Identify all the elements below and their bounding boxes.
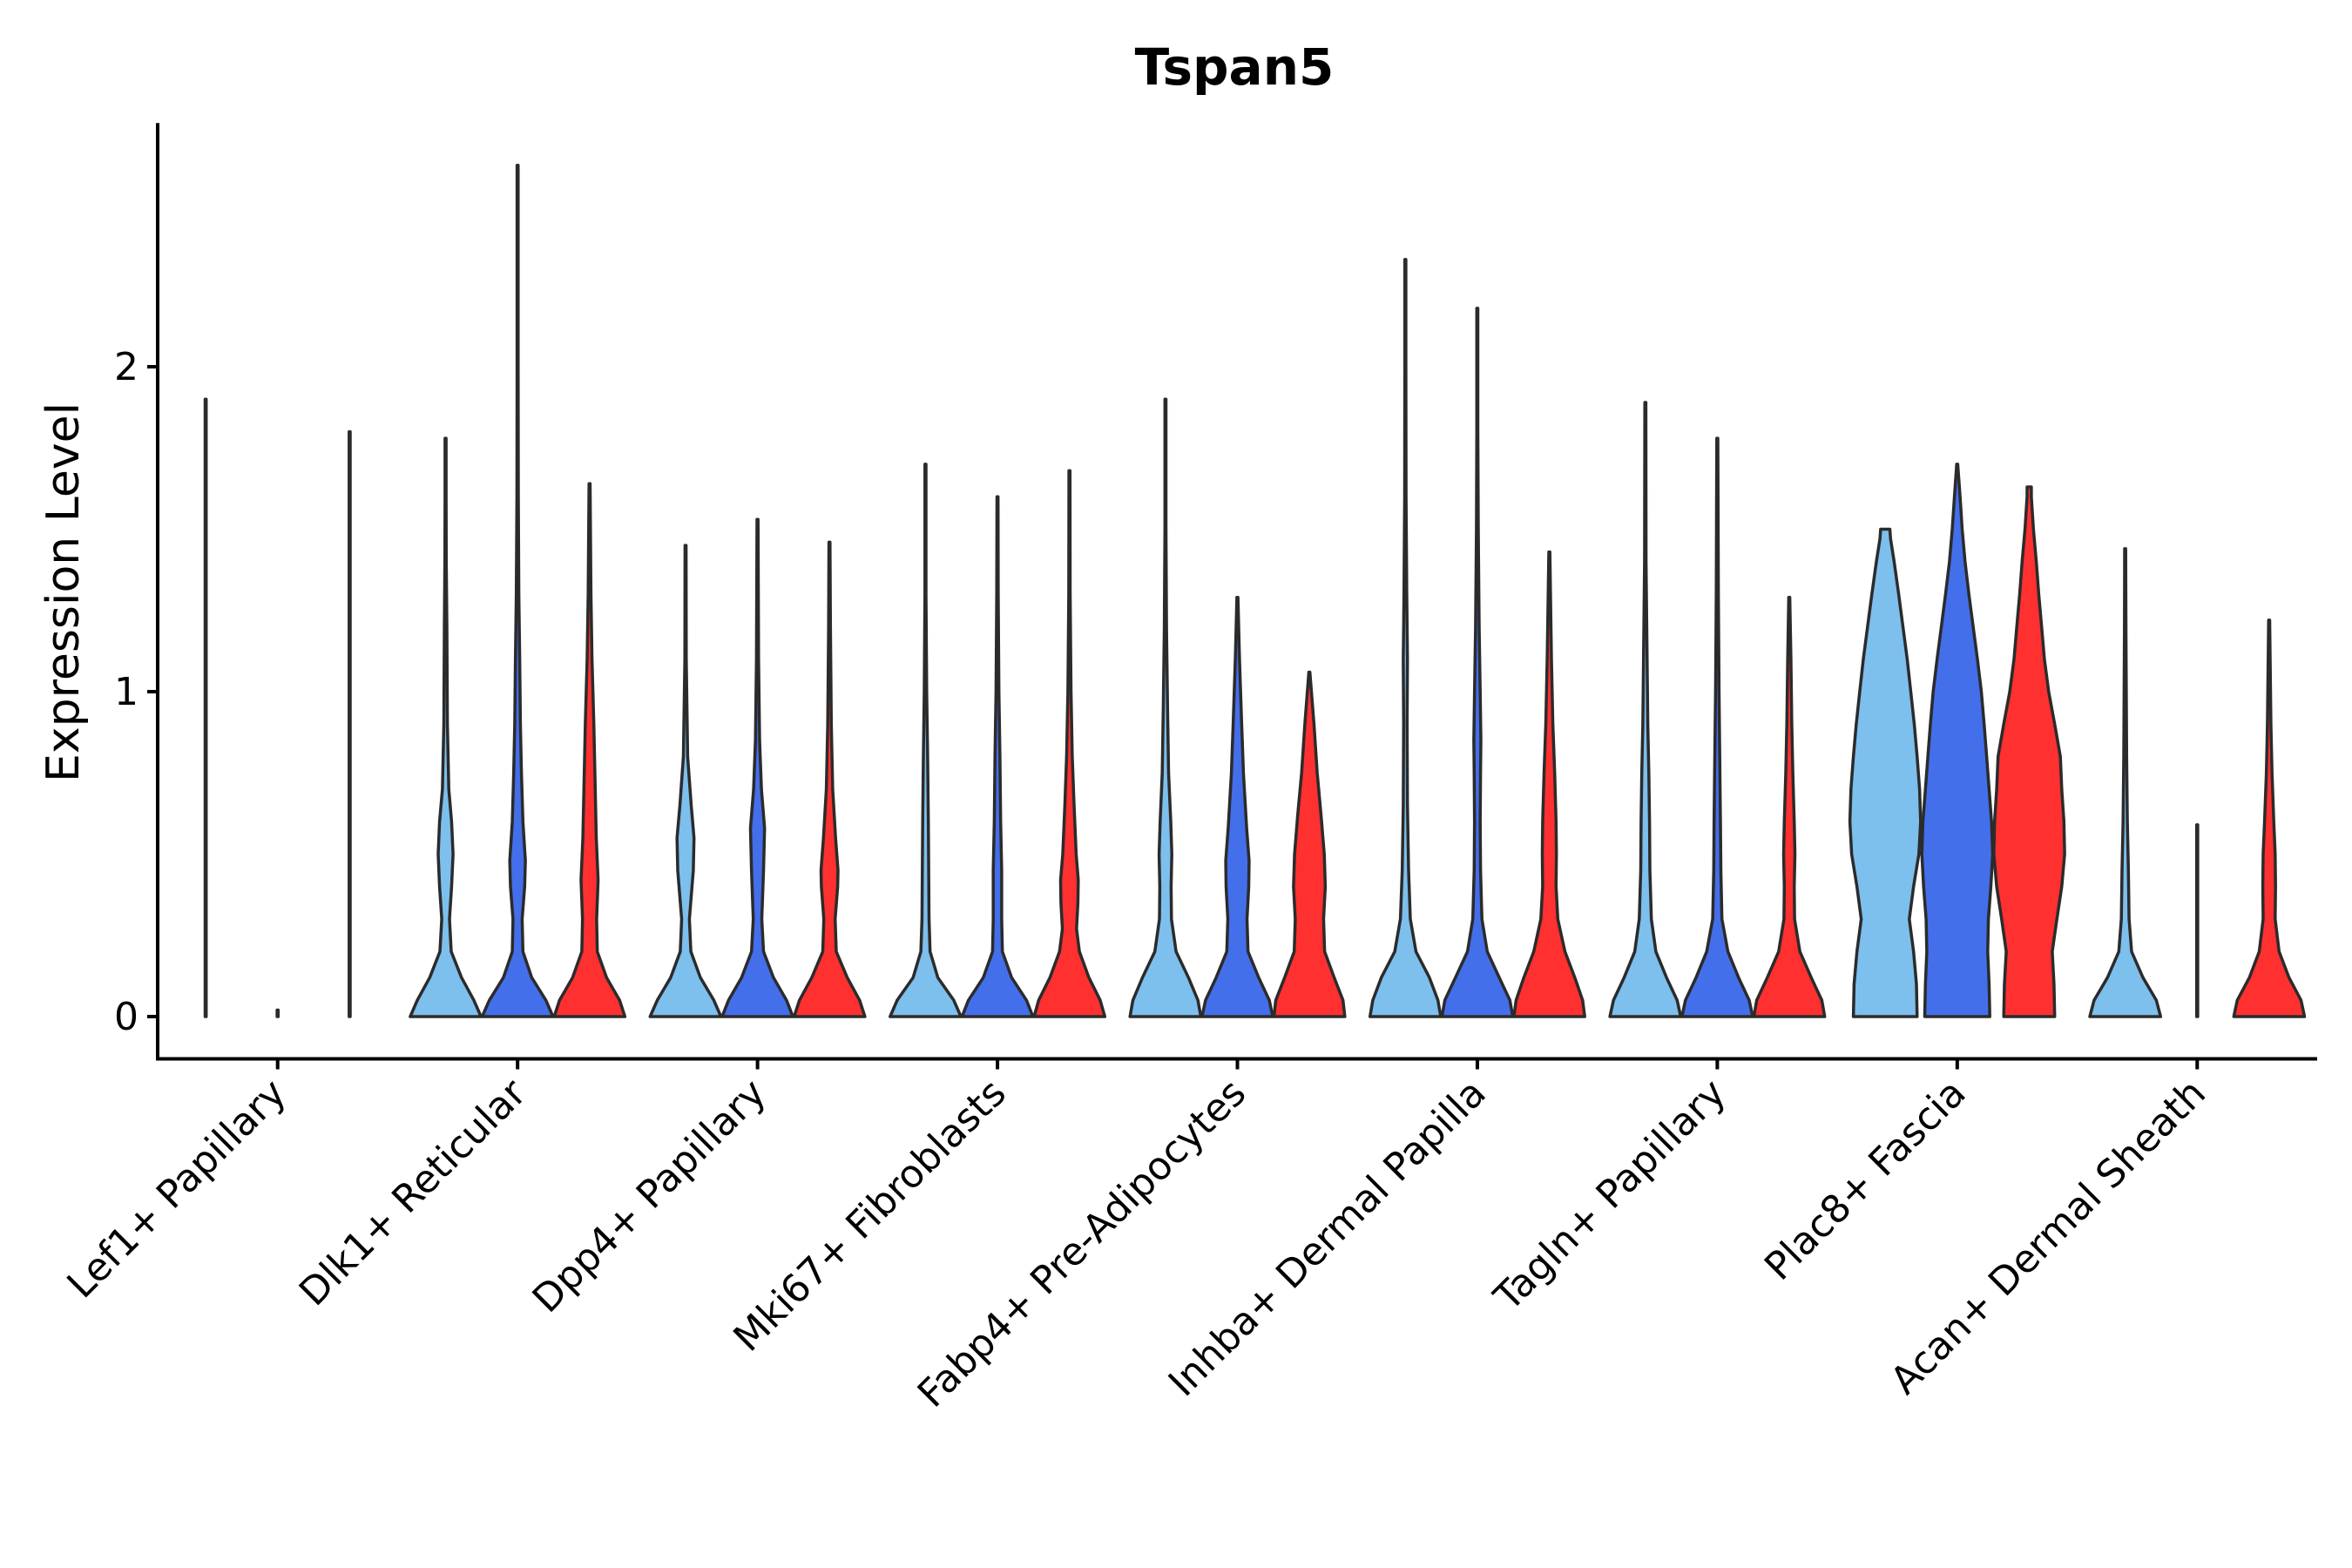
violin-dlk1-reticular-condition-2: [480, 163, 555, 1018]
violin-dlk1-reticular-condition-1: [409, 436, 483, 1018]
violin-inhba-dermal-papilla-condition-3: [1512, 550, 1586, 1018]
violin-lef1-papillary-condition-3: [348, 429, 352, 1018]
violin-mki67-fibroblasts-condition-2: [960, 495, 1035, 1018]
violin-fabp4-pre-adipocytes-condition-2: [1200, 596, 1274, 1018]
violin-mki67-fibroblasts-condition-1: [889, 463, 963, 1018]
violin-inhba-dermal-papilla-condition-2: [1440, 307, 1515, 1018]
violin-acan-dermal-sheath-condition-3: [2232, 618, 2307, 1018]
y-axis: 0 1 2: [114, 123, 159, 1061]
violin-plac8-fascia-condition-2: [1920, 463, 1995, 1018]
violin-fabp4-pre-adipocytes-condition-1: [1128, 397, 1203, 1018]
violin-group: [203, 163, 2307, 1018]
violin-acan-dermal-sheath-condition-1: [2088, 547, 2163, 1018]
violin-dlk1-reticular-condition-3: [552, 482, 627, 1018]
y-axis-label: Expression Level: [37, 402, 90, 782]
violin-plac8-fascia-condition-1: [1848, 527, 1923, 1018]
violin-acan-dermal-sheath-condition-2: [2194, 823, 2200, 1018]
y-tick-label-1: 1: [114, 670, 139, 714]
violin-dpp4-papillary-condition-1: [648, 544, 723, 1018]
violin-tagln-papillary-condition-2: [1680, 436, 1754, 1018]
violin-dpp4-papillary-condition-2: [720, 517, 794, 1018]
violin-plac8-fascia-condition-3: [1992, 485, 2066, 1018]
violin-tagln-papillary-condition-3: [1752, 596, 1827, 1018]
violin-mki67-fibroblasts-condition-3: [1032, 469, 1107, 1018]
violin-fabp4-pre-adipocytes-condition-3: [1272, 670, 1347, 1018]
chart-title: Tspan5: [1135, 37, 1335, 97]
violin-inhba-dermal-papilla-condition-1: [1368, 258, 1443, 1018]
violin-tagln-papillary-condition-1: [1608, 401, 1683, 1018]
y-tick-label-2: 2: [114, 345, 139, 389]
violin-lef1-papillary-condition-2: [275, 1008, 280, 1018]
violin-dpp4-papillary-condition-3: [792, 540, 867, 1018]
y-tick-label-0: 0: [114, 995, 139, 1039]
